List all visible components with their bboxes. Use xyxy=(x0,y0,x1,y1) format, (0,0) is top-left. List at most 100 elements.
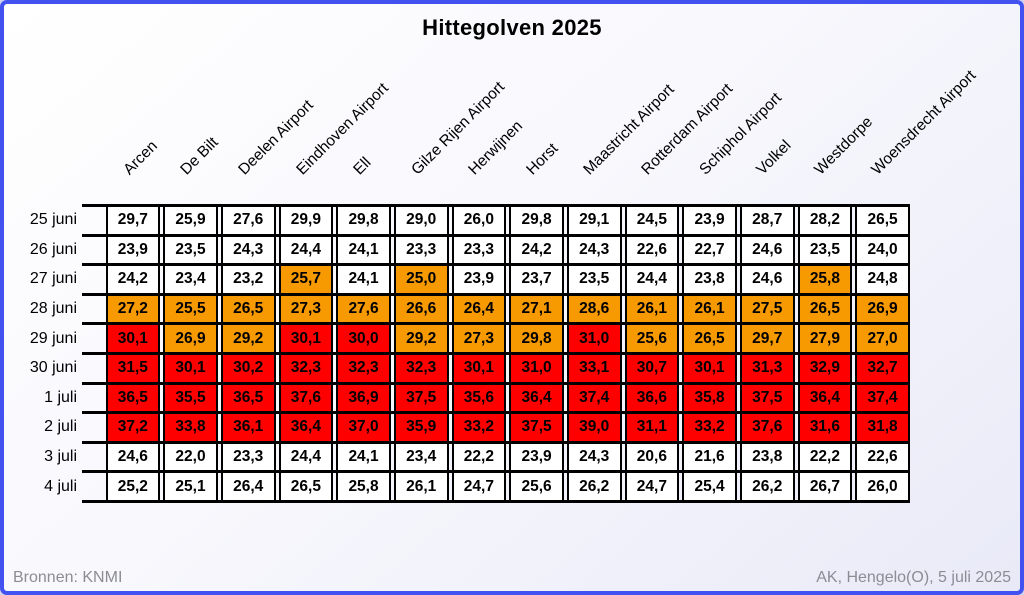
row-label: 2 juli xyxy=(44,418,77,436)
column-header: Volkel xyxy=(753,137,795,179)
temp-cell: 24,4 xyxy=(624,266,680,293)
temp-cell: 23,7 xyxy=(509,266,564,293)
temp-cell: 23,9 xyxy=(105,236,161,264)
temp-cell: 29,7 xyxy=(739,325,795,352)
temp-cell: 25,4 xyxy=(682,473,737,500)
temp-cell: 30,1 xyxy=(278,325,334,352)
temp-cell: 36,1 xyxy=(220,414,276,441)
temp-cell: 20,6 xyxy=(624,443,680,471)
temp-cell: 30,1 xyxy=(163,354,218,382)
column-header: Ell xyxy=(350,154,375,179)
temp-cell: 37,4 xyxy=(566,384,622,412)
temp-cell: 29,1 xyxy=(566,207,622,234)
temp-cell: 30,1 xyxy=(105,325,161,352)
temp-cell: 25,2 xyxy=(105,473,161,500)
temp-cell: 37,5 xyxy=(393,384,449,412)
row-label: 26 juni xyxy=(29,240,77,258)
temp-cell: 30,1 xyxy=(682,354,737,382)
temp-cell: 32,7 xyxy=(855,354,910,382)
temp-cell: 27,2 xyxy=(105,295,161,323)
temp-cell: 29,9 xyxy=(278,207,334,234)
temp-cell: 26,5 xyxy=(797,295,853,323)
temp-cell: 24,3 xyxy=(566,236,622,264)
temp-cell: 31,3 xyxy=(739,354,795,382)
temp-cell: 30,1 xyxy=(451,354,507,382)
row-label: 30 juni xyxy=(29,359,77,377)
temp-cell: 25,5 xyxy=(163,295,218,323)
temp-cell: 28,7 xyxy=(739,207,795,234)
temp-cell: 29,8 xyxy=(509,207,564,234)
temp-cell: 23,3 xyxy=(451,236,507,264)
temp-cell: 36,9 xyxy=(336,384,391,412)
temp-cell: 35,8 xyxy=(682,384,737,412)
temp-cell: 26,5 xyxy=(682,325,737,352)
temp-cell: 22,2 xyxy=(451,443,507,471)
temp-cell: 26,2 xyxy=(739,473,795,500)
temp-cell: 26,2 xyxy=(566,473,622,500)
temp-cell: 25,1 xyxy=(163,473,218,500)
temp-cell: 26,4 xyxy=(451,295,507,323)
temp-cell: 28,6 xyxy=(566,295,622,323)
temp-cell: 31,1 xyxy=(624,414,680,441)
temp-cell: 25,9 xyxy=(163,207,218,234)
column-header: Arcen xyxy=(120,137,161,179)
table-row: 30 juni 31,5 30,1 30,2 32,3 32,3 32,3 30,1 31,0 3… xyxy=(30,351,910,382)
temp-cell: 36,4 xyxy=(797,384,853,412)
table-row: 25 juni 29,7 25,9 27,6 29,9 29,8 29,0 26,0 29,8 2… xyxy=(30,204,910,234)
temp-cell: 31,6 xyxy=(797,414,853,441)
temp-cell: 29,2 xyxy=(393,325,449,352)
column-header: Herwijnen xyxy=(465,117,527,179)
temp-cell: 22,2 xyxy=(797,443,853,471)
temperature-table: 25 juni 29,7 25,9 27,6 29,9 29,8 29,0 26,0 29,8 2… xyxy=(30,204,910,503)
column-header: De Bilt xyxy=(177,133,222,179)
temp-cell: 28,2 xyxy=(797,207,853,234)
table-row: 3 juli 24,6 22,0 23,3 24,4 24,1 23,4 22,2 23,9 24… xyxy=(44,440,910,471)
row-label: 3 juli xyxy=(44,448,77,466)
temp-cell: 24,7 xyxy=(624,473,680,500)
temp-cell: 37,6 xyxy=(278,384,334,412)
temp-cell: 22,7 xyxy=(682,236,737,264)
temp-cell: 29,0 xyxy=(393,207,449,234)
temp-cell: 37,4 xyxy=(855,384,910,412)
temp-cell: 22,6 xyxy=(855,443,910,471)
temp-cell: 25,7 xyxy=(278,266,334,293)
table-row: 26 juni 23,9 23,5 24,3 24,4 24,1 23,3 23,3 24,2 2… xyxy=(30,233,910,264)
temp-cell: 26,6 xyxy=(393,295,449,323)
temp-cell: 25,0 xyxy=(393,266,449,293)
temp-cell: 27,3 xyxy=(451,325,507,352)
temp-cell: 27,6 xyxy=(220,207,276,234)
temp-cell: 27,3 xyxy=(278,295,334,323)
temp-cell: 36,5 xyxy=(105,384,161,412)
temp-cell: 24,4 xyxy=(278,443,334,471)
sources-text: Bronnen: KNMI xyxy=(13,569,123,586)
temp-cell: 23,9 xyxy=(509,443,564,471)
temp-cell: 31,0 xyxy=(566,325,622,352)
temp-cell: 35,5 xyxy=(163,384,218,412)
temp-cell: 24,6 xyxy=(105,443,161,471)
temp-cell: 24,1 xyxy=(336,266,391,293)
temp-cell: 30,0 xyxy=(336,325,391,352)
temp-cell: 35,9 xyxy=(393,414,449,441)
column-header: Westdorpe xyxy=(810,113,876,179)
table-row: 2 juli 37,2 33,8 36,1 36,4 37,0 35,9 33,2 37,5 39… xyxy=(44,411,910,441)
temp-cell: 26,1 xyxy=(624,295,680,323)
row-label: 29 juni xyxy=(29,329,77,347)
temp-cell: 24,2 xyxy=(105,266,161,293)
temp-cell: 25,6 xyxy=(624,325,680,352)
temp-cell: 29,8 xyxy=(336,207,391,234)
temp-cell: 26,0 xyxy=(451,207,507,234)
temp-cell: 23,2 xyxy=(220,266,276,293)
temp-cell: 26,1 xyxy=(682,295,737,323)
temp-cell: 25,8 xyxy=(797,266,853,293)
temp-cell: 23,9 xyxy=(682,207,737,234)
temp-cell: 37,6 xyxy=(739,414,795,441)
temp-cell: 23,4 xyxy=(393,443,449,471)
temp-cell: 27,6 xyxy=(336,295,391,323)
temp-cell: 24,2 xyxy=(509,236,564,264)
temp-cell: 32,3 xyxy=(278,354,334,382)
temp-cell: 30,7 xyxy=(624,354,680,382)
temp-cell: 29,8 xyxy=(509,325,564,352)
table-row: 27 juni 24,2 23,4 23,2 25,7 24,1 25,0 23,9 23,7 2… xyxy=(30,263,910,293)
table-row: 28 juni 27,2 25,5 26,5 27,3 27,6 26,6 26,4 27,1 2… xyxy=(30,292,910,323)
